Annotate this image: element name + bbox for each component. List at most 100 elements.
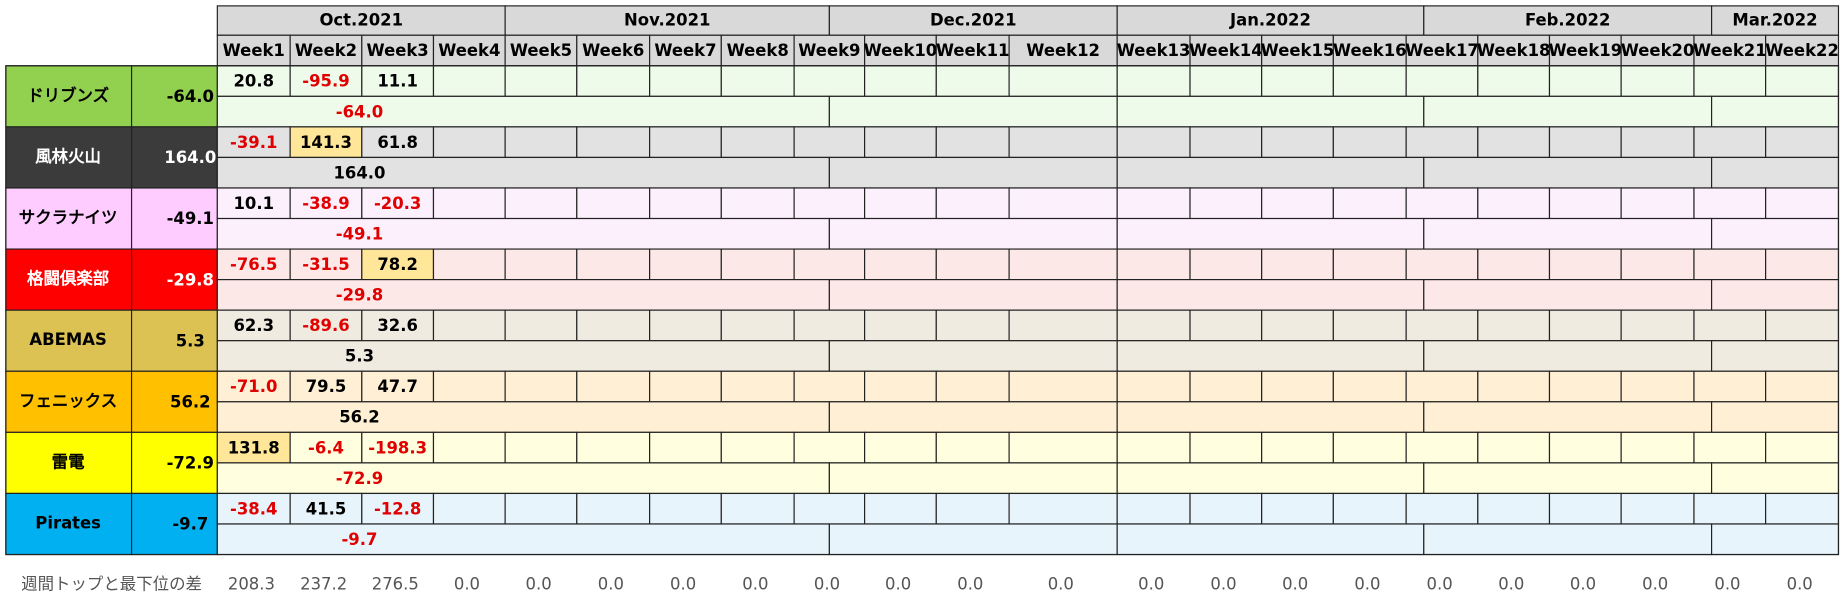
week-score-cell <box>649 65 722 97</box>
week-score-cell <box>361 309 435 342</box>
cumulative-cell <box>828 523 1118 556</box>
week-score-cell <box>864 248 937 281</box>
footer-value: 0.0 <box>1427 575 1453 594</box>
team-total: -72.9 <box>167 454 214 473</box>
week-label: Week16 <box>1333 41 1407 60</box>
week-score-cell <box>1332 248 1407 281</box>
cumulative-cell <box>1711 95 1840 128</box>
week-score: -71.0 <box>230 377 277 396</box>
week-score-cell <box>1008 126 1118 159</box>
week-label: Week8 <box>727 41 789 60</box>
week-label: Week15 <box>1261 41 1335 60</box>
week-score-cell <box>504 431 578 464</box>
week-label: Week1 <box>223 41 285 60</box>
week-score-cell <box>1548 65 1622 97</box>
week-score-cell <box>1405 492 1479 525</box>
week-score-cell <box>720 309 795 342</box>
team-name: フェニックス <box>19 391 117 410</box>
week-score-cell <box>1693 492 1767 525</box>
week-score-cell <box>576 492 651 525</box>
cumulative-cell <box>216 217 830 250</box>
week-score-cell <box>1189 492 1263 525</box>
cumulative-cell <box>1116 156 1425 189</box>
week-score-cell <box>1477 309 1551 342</box>
week-score-cell <box>1548 309 1622 342</box>
week-score-cell <box>361 492 435 525</box>
team-total: 164.0 <box>164 148 216 167</box>
week-score-cell <box>1116 65 1191 97</box>
footer-value: 0.0 <box>742 575 768 594</box>
week-score-cell <box>1620 492 1695 525</box>
cumulative-cell <box>1423 217 1713 250</box>
week-score-cell <box>1008 309 1118 342</box>
team-total-cell <box>130 248 218 311</box>
footer-value: 276.5 <box>372 575 419 594</box>
week-score-cell <box>216 492 291 525</box>
month-label: Jan.2022 <box>1229 11 1311 30</box>
week-score-cell <box>864 431 937 464</box>
week-score-cell <box>1189 309 1263 342</box>
week-score-cell <box>576 126 651 159</box>
week-score-cell <box>1693 187 1767 220</box>
week-score-cell <box>1261 492 1334 525</box>
cumulative-cell <box>1423 523 1713 556</box>
team-name-cell <box>5 187 133 250</box>
week-score-cell <box>504 126 578 159</box>
cumulative-cell <box>1711 217 1840 250</box>
week-label: Week17 <box>1405 41 1479 60</box>
week-label: Week20 <box>1621 41 1695 60</box>
week-score-cell <box>1620 65 1695 97</box>
week-score-cell <box>1405 309 1479 342</box>
week-score-cell <box>1548 187 1622 220</box>
week-cell <box>1261 34 1334 67</box>
week-score-cell <box>1765 370 1840 403</box>
week-score: 62.3 <box>233 316 274 335</box>
week-score-cell <box>289 248 363 281</box>
week-score-cell <box>216 248 291 281</box>
cumulative-cell <box>216 279 830 311</box>
week-score-cell <box>504 65 578 97</box>
week-label: Week5 <box>510 41 572 60</box>
team-total: 5.3 <box>176 331 205 350</box>
week-score-cell <box>432 65 506 97</box>
week-score-cell <box>1008 65 1118 97</box>
footer-value: 0.0 <box>814 575 840 594</box>
cumulative-cell <box>1711 340 1840 372</box>
week-score-cell <box>1332 370 1407 403</box>
cumulative-cell <box>1711 279 1840 311</box>
week-score-cell <box>504 248 578 281</box>
week-score-cell <box>793 126 866 159</box>
week-score-cell <box>1189 126 1263 159</box>
week-score-cell <box>720 248 795 281</box>
week-score-cell <box>720 65 795 97</box>
week-score-cell <box>793 309 866 342</box>
week-score: 47.7 <box>377 377 418 396</box>
week-score-cell <box>1548 248 1622 281</box>
week-score-cell <box>1008 492 1118 525</box>
team-total: -9.7 <box>172 515 208 534</box>
week-cell <box>864 34 937 67</box>
week-cell <box>576 34 651 67</box>
week-score-cell <box>1548 431 1622 464</box>
week-score-cell <box>576 370 651 403</box>
month-label: Nov.2021 <box>624 11 710 30</box>
week-score-cell <box>720 370 795 403</box>
cumulative-cell <box>1423 340 1713 372</box>
team-total-cell <box>130 370 218 433</box>
week-score-cell <box>1116 248 1191 281</box>
week-score-cell <box>649 309 722 342</box>
week-score-cell <box>935 492 1010 525</box>
week-score-cell <box>216 431 291 464</box>
week-score: 79.5 <box>306 377 347 396</box>
week-score-cell <box>1693 248 1767 281</box>
week-score: -12.8 <box>374 499 421 518</box>
week-score-cell <box>864 492 937 525</box>
week-score-cell <box>1548 126 1622 159</box>
footer-value: 0.0 <box>957 575 983 594</box>
week-score-cell <box>793 65 866 97</box>
week-score-cell <box>1405 248 1479 281</box>
week-score: -89.6 <box>302 316 349 335</box>
week-label: Week19 <box>1548 41 1622 60</box>
week-score-cell <box>1189 370 1263 403</box>
cumulative-total: -49.1 <box>336 224 383 243</box>
